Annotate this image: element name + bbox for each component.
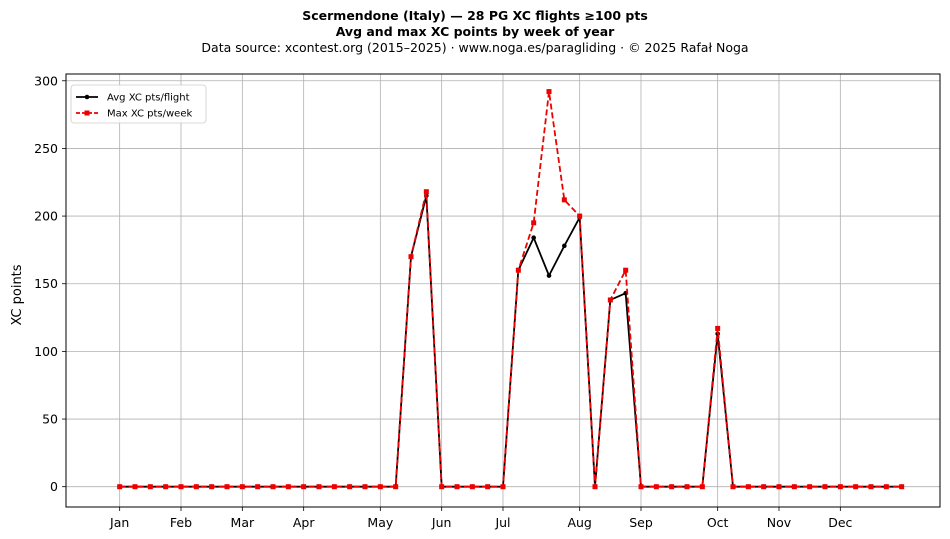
data-point — [638, 484, 644, 490]
x-tick-label: Aug — [567, 515, 591, 530]
data-point — [653, 484, 659, 490]
data-point — [362, 484, 368, 490]
data-point — [224, 484, 230, 490]
x-tick-label: Jul — [494, 515, 510, 530]
data-point — [562, 243, 567, 249]
x-tick-label: Apr — [293, 515, 315, 530]
x-tick-label: Oct — [707, 515, 729, 530]
data-point — [745, 484, 751, 490]
legend-label: Max XC pts/week — [107, 109, 192, 120]
data-point — [485, 484, 491, 490]
series-line-0 — [119, 194, 902, 488]
legend-marker — [84, 110, 90, 116]
data-point — [730, 484, 736, 490]
data-point — [868, 484, 874, 490]
series-lines — [117, 89, 905, 490]
y-tick-label: 150 — [34, 276, 58, 291]
data-point — [408, 254, 414, 260]
data-point — [669, 484, 675, 490]
data-point — [193, 484, 199, 490]
x-tick-label: Jan — [109, 515, 129, 530]
x-tick-label: May — [367, 515, 393, 530]
data-point — [285, 484, 291, 490]
y-tick-label: 300 — [34, 73, 58, 88]
y-tick-label: 0 — [50, 479, 58, 494]
data-point — [715, 325, 721, 331]
data-point — [837, 484, 843, 490]
data-point — [117, 484, 123, 490]
x-tick-label: Mar — [231, 515, 255, 530]
y-tick-label: 250 — [34, 141, 58, 156]
data-point — [791, 484, 797, 490]
y-tick-label: 50 — [42, 412, 58, 427]
data-point — [316, 484, 322, 490]
data-point — [331, 484, 337, 490]
x-tick-label: Jun — [431, 515, 452, 530]
legend-marker — [84, 94, 90, 100]
data-point — [393, 484, 399, 490]
data-point — [439, 484, 445, 490]
data-point — [546, 89, 552, 95]
data-point — [531, 220, 537, 226]
data-point — [822, 484, 828, 490]
chart-subtitle: Avg and max XC points by week of year — [335, 24, 615, 39]
x-tick-label: Feb — [170, 515, 192, 530]
data-point — [546, 273, 552, 278]
data-point — [347, 484, 353, 490]
data-point — [684, 484, 690, 490]
data-point — [163, 484, 169, 490]
y-axis-label: XC points — [10, 264, 25, 325]
legend-box — [70, 84, 207, 124]
data-point — [377, 484, 383, 490]
data-point — [147, 484, 153, 490]
data-point — [515, 267, 521, 273]
data-point — [209, 484, 215, 490]
data-point — [776, 484, 782, 490]
data-point — [301, 484, 307, 490]
series-line-1 — [119, 90, 902, 488]
data-point — [577, 213, 583, 219]
data-point — [255, 484, 261, 490]
data-point — [270, 484, 276, 490]
data-point — [561, 197, 567, 203]
data-point — [623, 267, 629, 273]
data-point — [500, 484, 506, 490]
data-point — [469, 484, 475, 490]
data-point — [899, 484, 905, 490]
data-point — [761, 484, 767, 490]
chart-title: Scermendone (Italy) — 28 PG XC flights ≥… — [302, 8, 648, 23]
grid-lines — [66, 74, 940, 507]
data-point — [132, 484, 138, 490]
x-tick-label: Sep — [629, 515, 653, 530]
data-point — [239, 484, 245, 490]
data-point — [178, 484, 184, 490]
chart-source-line: Data source: xcontest.org (2015–2025) · … — [201, 40, 749, 55]
data-point — [592, 484, 598, 490]
data-point — [853, 484, 859, 490]
data-point — [699, 484, 705, 490]
legend-label: Avg XC pts/flight — [107, 93, 190, 104]
data-point — [607, 297, 613, 303]
axis-ticks: 0 50 100 150 200 250 300 Jan Feb Mar Apr May Jun Jul A… — [34, 73, 852, 530]
x-tick-label: Nov — [767, 515, 792, 530]
x-tick-label: Dec — [828, 515, 852, 530]
data-point — [531, 235, 536, 241]
data-point — [807, 484, 813, 490]
data-point — [454, 484, 460, 490]
data-point — [883, 484, 889, 490]
legend: Avg XC pts/flight Max XC pts/week — [70, 84, 207, 124]
y-tick-label: 200 — [34, 209, 58, 224]
chart-titles: Scermendone (Italy) — 28 PG XC flights ≥… — [0, 8, 950, 56]
data-point — [423, 189, 429, 195]
y-tick-label: 100 — [34, 344, 58, 359]
